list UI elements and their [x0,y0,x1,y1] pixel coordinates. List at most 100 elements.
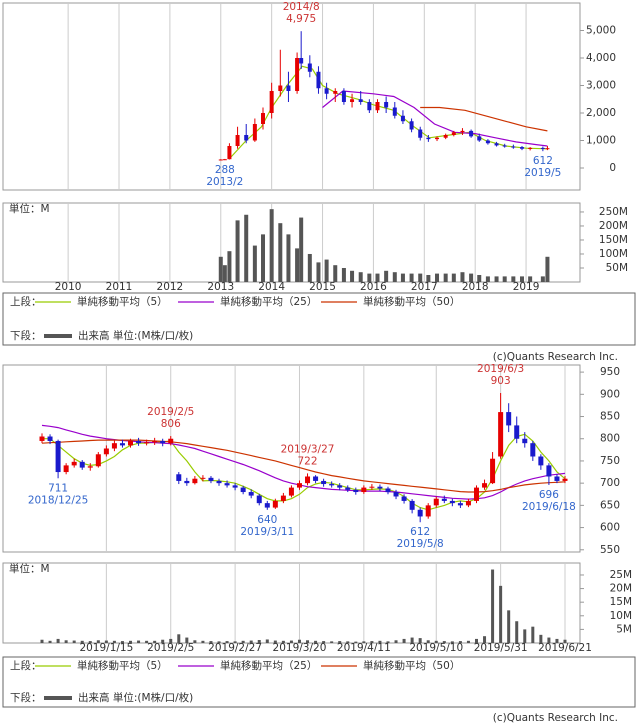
legend-label: 単純移動平均（25） [220,295,317,308]
volume-bar [499,585,503,643]
candle-body [350,99,355,102]
volume-bar [502,276,507,282]
legend-label: 単純移動平均（50） [363,295,460,308]
candle-body [176,474,182,481]
annotation-value: 612 [533,155,553,167]
candle-body [545,148,550,150]
y-tick-label: 700 [600,477,620,489]
annotation-value: 806 [161,418,181,430]
candle-body [441,498,447,501]
y-tick-label: 1,000 [586,135,616,147]
volume-bar [540,276,545,282]
candle-body [71,461,77,466]
volume-bar [80,640,84,643]
candle-body [232,485,238,488]
volume-bar [515,621,519,643]
volume-bar [273,640,277,643]
y-tick-label: 4,000 [586,52,616,64]
candle-body [216,480,222,484]
y-tick-label: 800 [600,433,620,445]
candle-body [417,509,423,517]
candle-body [299,58,304,64]
x-tick-label: 2015 [309,281,336,293]
candle-body [168,438,174,444]
candle-body [392,107,397,116]
volume-bar [442,641,446,643]
volume-bar [547,637,551,643]
volume-bar [48,640,52,643]
candle-body [451,132,456,135]
y-tick-label: 20M [610,583,632,595]
legend-label: 単純移動平均（5） [77,659,168,672]
candle-body [425,505,431,517]
candle-body [79,461,85,468]
candle-body [278,85,283,91]
volume-bar [185,637,189,643]
y-tick-label: 750 [600,455,620,467]
y-tick-label: 5M [616,623,632,635]
x-tick-label: 2010 [55,281,82,293]
legend-label: 単純移動平均（5） [77,295,168,308]
legend-label: 単純移動平均（25） [220,659,317,672]
volume-bar [539,634,543,643]
volume-bar [426,640,430,643]
candle-body [418,129,423,138]
candle-body [264,503,270,508]
volume-bar [402,638,406,643]
candle-body [200,477,206,479]
candle-body [329,484,335,486]
volume-bar [341,267,346,282]
y-tick-label: 950 [600,366,620,378]
volume-bar [338,641,342,643]
volume-bar [378,640,382,643]
candle-body [377,486,383,489]
volume-bar [477,274,482,282]
annotation-date: 2019/6/18 [522,501,576,513]
candle-body [490,458,496,484]
candle-body [502,145,507,147]
candle-body [286,85,291,91]
volume-bar [531,626,535,643]
candle-body [208,477,214,481]
x-tick-label: 2016 [360,281,387,293]
volume-bar [88,641,92,643]
volume-bar [511,276,516,282]
candle-body [409,121,414,130]
volume-bar [153,640,157,643]
volume-bar [193,640,197,643]
volume-bar [104,640,108,643]
candle-body [482,483,488,488]
annotation-date: 2019/5/8 [397,538,444,550]
candle-body [55,440,61,473]
candle-body [218,159,223,161]
candle-body [313,476,319,481]
price-panel [2,364,581,553]
candle-body [528,147,533,149]
volume-bar [350,270,355,282]
volume-bar [177,634,181,643]
volume-bar [209,641,213,643]
annotation-date: 2014/8 [283,1,320,13]
volume-bar [145,640,149,643]
volume-bar [434,640,438,643]
volume-bar [358,272,363,282]
candle-body [227,146,232,160]
candle-body [562,478,568,481]
candle-body [128,440,134,446]
volume-bar [281,640,285,643]
volume-bar [257,640,261,643]
volume-bar [362,641,366,643]
volume-bar [233,641,237,643]
volume-bar [354,641,358,643]
annotation-value: 903 [491,375,511,387]
candle-body [240,487,246,493]
candle-body [136,440,142,444]
y-tick-label: 850 [600,411,620,423]
volume-bar [235,220,240,282]
candle-body [321,480,327,485]
volume-bar [241,640,245,643]
y-tick-label: 50M [606,262,628,274]
candle-body [103,448,109,455]
candle-body [519,147,524,149]
unit-label: 単位：M [9,562,50,575]
